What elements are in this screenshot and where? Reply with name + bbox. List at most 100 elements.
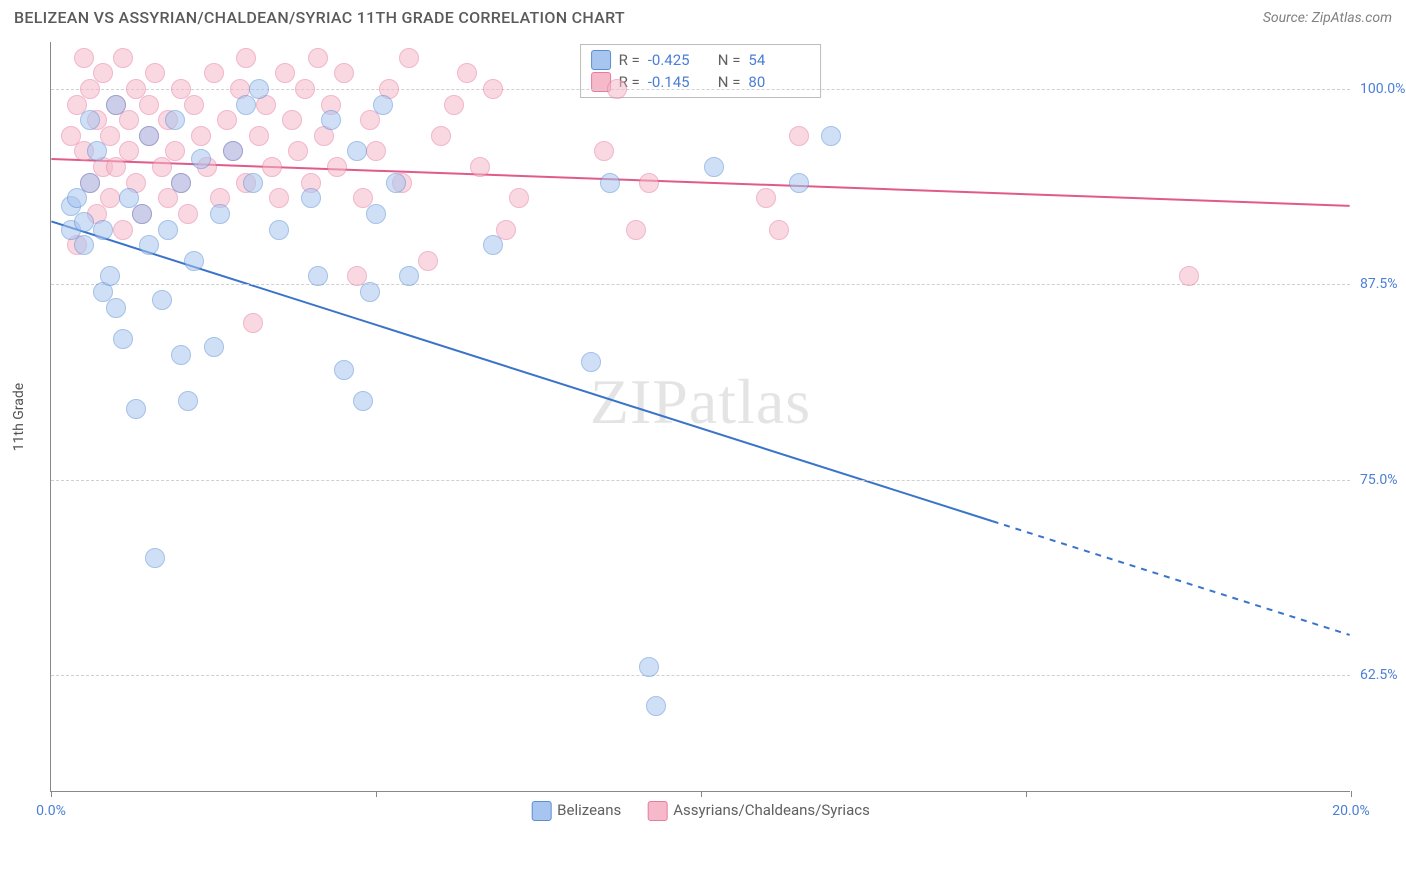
scatter-point [87, 141, 107, 161]
scatter-point [139, 235, 159, 255]
scatter-point [74, 235, 94, 255]
scatter-point [581, 352, 601, 372]
legend-r-value: -0.425 [648, 49, 710, 71]
scatter-point [100, 188, 120, 208]
scatter-point [106, 95, 126, 115]
scatter-point [327, 157, 347, 177]
scatter-point [470, 157, 490, 177]
scatter-point [275, 63, 295, 83]
x-tick [51, 791, 52, 797]
scatter-point [373, 95, 393, 115]
scatter-point [152, 290, 172, 310]
scatter-point [262, 157, 282, 177]
scatter-point [360, 282, 380, 302]
y-tick-label: 100.0% [1360, 81, 1406, 97]
scatter-point [74, 48, 94, 68]
legend-item: Assyrians/Chaldeans/Syriacs [647, 801, 870, 821]
scatter-point [80, 110, 100, 130]
scatter-point [639, 173, 659, 193]
source-label: Source: ZipAtlas.com [1263, 10, 1392, 26]
scatter-point [789, 126, 809, 146]
scatter-point [145, 63, 165, 83]
scatter-point [93, 63, 113, 83]
scatter-point [204, 337, 224, 357]
scatter-point [308, 48, 328, 68]
legend-swatch [531, 801, 551, 821]
scatter-point [178, 204, 198, 224]
series-legend: Belizeans Assyrians/Chaldeans/Syriacs [531, 801, 870, 821]
scatter-point [646, 696, 666, 716]
legend-n-label: N = [718, 49, 741, 71]
scatter-point [191, 149, 211, 169]
scatter-point [113, 329, 133, 349]
scatter-point [100, 266, 120, 286]
scatter-point [178, 391, 198, 411]
x-tick [1351, 791, 1352, 797]
scatter-point [347, 141, 367, 161]
scatter-point [249, 126, 269, 146]
scatter-point [626, 220, 646, 240]
scatter-point [399, 48, 419, 68]
scatter-point [223, 141, 243, 161]
scatter-point [366, 141, 386, 161]
scatter-point [821, 126, 841, 146]
scatter-point [1179, 266, 1199, 286]
scatter-point [509, 188, 529, 208]
x-tick-label: 0.0% [36, 803, 66, 819]
chart-title: BELIZEAN VS ASSYRIAN/CHALDEAN/SYRIAC 11T… [14, 8, 625, 27]
legend-n-value: 54 [748, 49, 810, 71]
scatter-point [600, 173, 620, 193]
trend-lines [51, 42, 1350, 791]
scatter-point [191, 126, 211, 146]
scatter-point [321, 110, 341, 130]
scatter-point [444, 95, 464, 115]
x-tick [1026, 791, 1027, 797]
scatter-point [113, 220, 133, 240]
scatter-point [483, 79, 503, 99]
scatter-point [80, 173, 100, 193]
x-tick [376, 791, 377, 797]
scatter-point [639, 657, 659, 677]
y-axis-label: 11th Grade [11, 382, 27, 450]
header: BELIZEAN VS ASSYRIAN/CHALDEAN/SYRIAC 11T… [0, 0, 1406, 33]
scatter-point [308, 266, 328, 286]
scatter-point [282, 110, 302, 130]
scatter-point [399, 266, 419, 286]
scatter-point [334, 63, 354, 83]
scatter-point [243, 313, 263, 333]
legend-label: Assyrians/Chaldeans/Syriacs [673, 801, 870, 819]
scatter-point [210, 204, 230, 224]
grid-line [51, 284, 1350, 285]
scatter-point [386, 173, 406, 193]
scatter-point [457, 63, 477, 83]
scatter-point [243, 173, 263, 193]
legend-item: Belizeans [531, 801, 621, 821]
grid-line [51, 480, 1350, 481]
scatter-point [249, 79, 269, 99]
scatter-point [113, 48, 133, 68]
y-tick-label: 75.0% [1360, 472, 1406, 488]
scatter-point [295, 79, 315, 99]
scatter-point [165, 110, 185, 130]
scatter-point [769, 220, 789, 240]
x-tick-label: 20.0% [1332, 803, 1370, 819]
scatter-point [93, 220, 113, 240]
legend-swatch [591, 50, 611, 70]
y-tick-label: 62.5% [1360, 667, 1406, 683]
y-tick-label: 87.5% [1360, 276, 1406, 292]
scatter-point [418, 251, 438, 271]
scatter-point [204, 63, 224, 83]
scatter-point [789, 173, 809, 193]
scatter-point [217, 110, 237, 130]
scatter-point [139, 126, 159, 146]
scatter-point [236, 48, 256, 68]
scatter-point [607, 79, 627, 99]
scatter-point [74, 212, 94, 232]
scatter-point [139, 95, 159, 115]
scatter-point [269, 188, 289, 208]
x-tick [701, 791, 702, 797]
legend-row: R =-0.425N =54 [591, 49, 811, 71]
scatter-point [184, 95, 204, 115]
watermark: ZIPatlas [590, 365, 811, 439]
scatter-point [334, 360, 354, 380]
